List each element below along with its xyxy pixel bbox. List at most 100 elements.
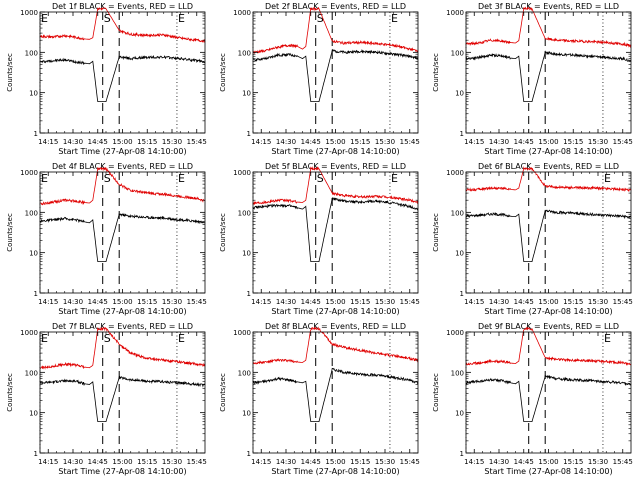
marker-label: E xyxy=(391,172,398,185)
y-tick-label: 100 xyxy=(25,49,38,57)
y-tick-label: 1000 xyxy=(20,329,38,337)
series-line xyxy=(465,6,632,48)
x-tick-label: 15:45 xyxy=(187,298,207,306)
y-axis-label: Counts/sec xyxy=(432,53,440,92)
x-tick-label: 15:30 xyxy=(162,298,182,306)
y-tick-label: 100 xyxy=(451,209,464,217)
y-tick-label: 1000 xyxy=(446,9,464,17)
y-tick-label: 1000 xyxy=(20,169,38,177)
x-tick-label: 15:15 xyxy=(563,458,583,466)
chart-panel: Det 5f BLACK = Events, RED = LLD Counts/s… xyxy=(219,162,420,316)
y-axis-label: Counts/sec xyxy=(6,213,14,252)
x-tick-label: 15:15 xyxy=(350,138,370,146)
plot-frame xyxy=(39,331,206,454)
plot-frame xyxy=(252,11,419,134)
chart-panel: Det 1f BLACK = Events, RED = LLD Counts/s… xyxy=(6,2,207,156)
x-axis-label: Start Time (27-Apr-08 14:10:00) xyxy=(271,307,399,316)
x-tick-label: 15:00 xyxy=(325,298,345,306)
x-tick-label: 14:45 xyxy=(301,298,321,306)
y-axis-label: Counts/sec xyxy=(432,213,440,252)
y-axis-label: Counts/sec xyxy=(219,373,227,412)
x-tick-label: 14:45 xyxy=(514,458,534,466)
chart-title: Det 8f BLACK = Events, RED = LLD xyxy=(265,322,406,331)
y-tick-label: 10 xyxy=(455,250,464,258)
plot-frame xyxy=(465,11,632,134)
chart-panel: Det 2f BLACK = Events, RED = LLD Counts/s… xyxy=(219,2,420,156)
y-tick-label: 1000 xyxy=(233,9,251,17)
y-axis-label: Counts/sec xyxy=(6,373,14,412)
marker-label: E xyxy=(41,332,48,345)
chart-panel: Det 4f BLACK = Events, RED = LLD Counts/s… xyxy=(6,162,207,316)
x-tick-label: 15:30 xyxy=(162,458,182,466)
plot-frame xyxy=(252,331,419,454)
x-tick-label: 15:30 xyxy=(588,298,608,306)
x-tick-label: 15:45 xyxy=(400,138,420,146)
series-line xyxy=(39,326,206,370)
x-tick-label: 15:45 xyxy=(400,458,420,466)
y-tick-label: 100 xyxy=(25,209,38,217)
chart-title: Det 3f BLACK = Events, RED = LLD xyxy=(478,2,619,11)
x-axis-label: Start Time (27-Apr-08 14:10:00) xyxy=(484,467,612,476)
y-axis-label: Counts/sec xyxy=(432,373,440,412)
series-line xyxy=(465,166,632,192)
series-line xyxy=(252,326,419,365)
chart-panel: Det 6f BLACK = Events, RED = LLD Counts/s… xyxy=(432,162,633,316)
chart-title: Det 9f BLACK = Events, RED = LLD xyxy=(478,322,619,331)
series-line xyxy=(465,50,632,102)
x-tick-label: 15:45 xyxy=(187,138,207,146)
y-axis-label: Counts/sec xyxy=(6,53,14,92)
x-tick-label: 15:45 xyxy=(187,458,207,466)
marker-label: E xyxy=(604,332,611,345)
series-line xyxy=(252,196,419,262)
y-tick-label: 1 xyxy=(34,450,38,458)
x-tick-label: 15:30 xyxy=(588,138,608,146)
x-tick-label: 15:00 xyxy=(325,458,345,466)
chart-panel: Det 7f BLACK = Events, RED = LLD Counts/s… xyxy=(6,322,207,476)
marker-label: E xyxy=(391,12,398,25)
x-tick-label: 14:45 xyxy=(301,458,321,466)
marker-label: S xyxy=(317,172,324,185)
y-tick-label: 1 xyxy=(247,130,251,138)
x-tick-label: 15:15 xyxy=(137,298,157,306)
x-axis-label: Start Time (27-Apr-08 14:10:00) xyxy=(271,467,399,476)
x-tick-label: 14:30 xyxy=(489,138,509,146)
chart-panel: Det 9f BLACK = Events, RED = LLD Counts/s… xyxy=(432,322,633,476)
x-axis-label: Start Time (27-Apr-08 14:10:00) xyxy=(58,307,186,316)
y-tick-label: 1 xyxy=(34,130,38,138)
y-tick-label: 100 xyxy=(451,369,464,377)
series-line xyxy=(40,375,206,422)
x-tick-label: 15:45 xyxy=(613,298,633,306)
x-tick-label: 15:15 xyxy=(350,298,370,306)
x-tick-label: 15:45 xyxy=(613,138,633,146)
x-tick-label: 14:45 xyxy=(514,298,534,306)
y-tick-label: 10 xyxy=(242,90,251,98)
y-tick-label: 100 xyxy=(451,49,464,57)
x-tick-label: 14:30 xyxy=(63,138,83,146)
series-line xyxy=(252,367,419,422)
plot-frame xyxy=(465,331,632,454)
x-tick-label: 15:15 xyxy=(137,138,157,146)
series-line xyxy=(465,374,632,422)
marker-label: S xyxy=(104,12,111,25)
chart-title: Det 1f BLACK = Events, RED = LLD xyxy=(52,2,193,11)
x-tick-label: 15:45 xyxy=(613,458,633,466)
chart-title: Det 2f BLACK = Events, RED = LLD xyxy=(265,2,406,11)
y-tick-label: 1000 xyxy=(20,9,38,17)
y-tick-label: 100 xyxy=(238,49,251,57)
chart-title: Det 4f BLACK = Events, RED = LLD xyxy=(52,162,193,171)
x-tick-label: 15:15 xyxy=(563,298,583,306)
marker-label: E xyxy=(41,12,48,25)
chart-panel: Det 3f BLACK = Events, RED = LLD Counts/s… xyxy=(432,2,633,156)
y-tick-label: 1000 xyxy=(446,329,464,337)
series-line xyxy=(39,54,206,102)
y-tick-label: 10 xyxy=(29,90,38,98)
x-tick-label: 15:00 xyxy=(538,298,558,306)
x-axis-label: Start Time (27-Apr-08 14:10:00) xyxy=(58,467,186,476)
y-tick-label: 10 xyxy=(455,90,464,98)
x-tick-label: 14:15 xyxy=(251,138,271,146)
chart-title: Det 5f BLACK = Events, RED = LLD xyxy=(265,162,406,171)
x-tick-label: 14:45 xyxy=(514,138,534,146)
x-tick-label: 15:30 xyxy=(375,458,395,466)
x-tick-label: 15:30 xyxy=(375,298,395,306)
